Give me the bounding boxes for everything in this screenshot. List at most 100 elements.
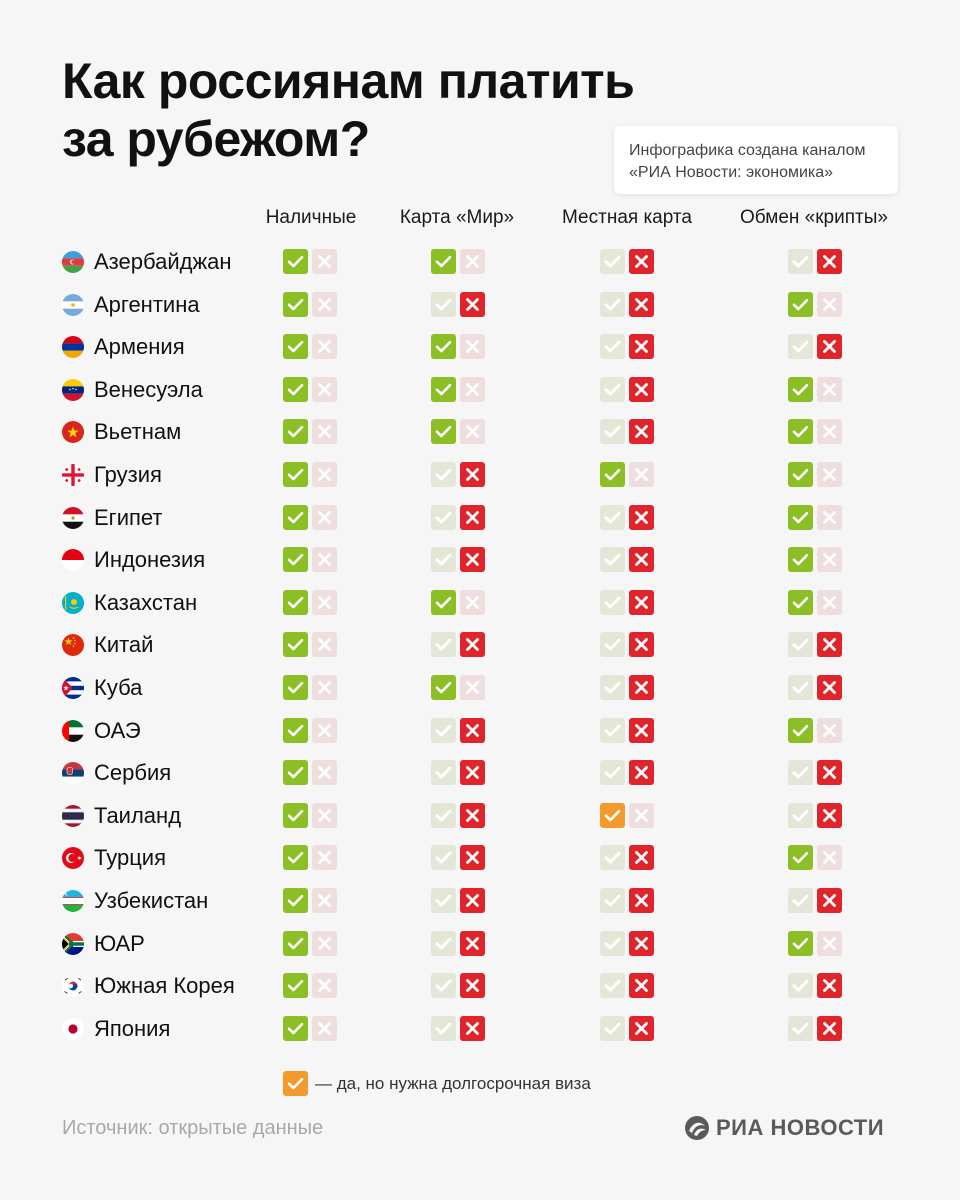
table-row: Турция (0, 841, 960, 875)
check-icon (283, 462, 308, 487)
cell-mir-card (431, 973, 485, 999)
cell-mir-card (431, 845, 485, 871)
cross-icon-faded (312, 760, 337, 786)
check-icon (788, 547, 813, 573)
cross-icon-faded (312, 930, 337, 956)
argentina-flag (62, 293, 84, 316)
check-icon (283, 675, 308, 700)
check-icon-faded (600, 589, 625, 615)
check-icon (788, 376, 813, 402)
country-name: Армения (94, 334, 185, 360)
cross-icon (629, 376, 654, 402)
check-icon (788, 589, 813, 615)
cell-cash (283, 589, 337, 616)
credit-note: Инфографика создана каналом «РИА Новости… (614, 126, 898, 194)
check-icon-faded (600, 632, 625, 658)
uae-flag (62, 719, 84, 742)
cross-icon (460, 1015, 485, 1041)
cell-mir-card (431, 589, 485, 616)
check-icon-faded (788, 675, 813, 700)
country-name: Япония (94, 1015, 171, 1041)
cell-crypto (788, 632, 842, 658)
check-icon (283, 802, 308, 828)
cell-local-card (600, 547, 654, 573)
cross-icon (629, 589, 654, 615)
cell-crypto (788, 717, 842, 744)
check-icon (283, 973, 308, 999)
cross-icon (460, 291, 485, 317)
indonesia-flag (62, 549, 84, 572)
credit-line-1: Инфографика создана каналом (629, 142, 866, 159)
cell-cash (283, 888, 337, 914)
check-icon (788, 930, 813, 956)
country-name: Турция (94, 845, 166, 871)
cross-icon-faded (312, 802, 337, 828)
cell-mir-card (431, 717, 485, 744)
cell-mir-card (431, 675, 485, 701)
country-name: Таиланд (94, 802, 182, 828)
table-row: Армения (0, 330, 960, 364)
country-name: Куба (94, 675, 143, 700)
cross-icon-faded (312, 632, 337, 658)
check-icon (283, 888, 308, 913)
cross-icon (629, 291, 654, 317)
check-icon-faded (788, 1015, 813, 1041)
country-name: ОАЭ (94, 717, 141, 743)
venezuela-flag (62, 378, 84, 401)
cross-icon-faded (817, 419, 842, 445)
country-name: Казахстан (94, 589, 198, 615)
cell-mir-card (431, 334, 485, 360)
cell-local-card (600, 717, 654, 744)
kazakhstan-flag (62, 591, 84, 614)
check-icon (788, 845, 813, 871)
cell-cash (283, 419, 337, 445)
check-icon (431, 376, 456, 402)
cross-icon-faded (312, 845, 337, 871)
check-icon (788, 717, 813, 743)
check-icon-faded (431, 845, 456, 871)
cross-icon (629, 675, 654, 700)
cross-icon-faded (460, 334, 485, 360)
check-icon (431, 589, 456, 615)
cell-mir-card (431, 888, 485, 914)
table-row: Венесуэла (0, 373, 960, 407)
cross-icon-faded (629, 802, 654, 828)
south-korea-flag (62, 975, 84, 998)
cross-icon-faded (312, 504, 337, 530)
cell-crypto (788, 589, 842, 616)
cell-crypto (788, 930, 842, 957)
cell-local-card (600, 930, 654, 957)
cell-cash (283, 717, 337, 744)
cross-icon (817, 334, 842, 360)
cross-icon (629, 419, 654, 445)
cross-icon-faded (312, 547, 337, 573)
check-icon-faded (600, 249, 625, 274)
check-icon-faded (431, 1015, 456, 1041)
cross-icon (460, 930, 485, 956)
column-header-mir-card: Карта «Мир» (399, 207, 515, 228)
armenia-flag (62, 336, 84, 359)
cross-icon-faded (312, 717, 337, 743)
check-icon-faded (600, 760, 625, 786)
country-name: Китай (94, 632, 154, 658)
cell-cash (283, 760, 337, 786)
cell-local-card (600, 504, 654, 531)
cell-crypto (788, 973, 842, 999)
check-icon-faded (788, 888, 813, 913)
cross-icon-faded (817, 845, 842, 871)
table-row: Индонезия (0, 543, 960, 577)
cross-icon-faded (817, 547, 842, 573)
check-icon-faded (600, 888, 625, 913)
orange-check-icon (600, 802, 625, 828)
table-row: Южная Корея (0, 969, 960, 1003)
check-icon (788, 419, 813, 445)
cell-local-card (600, 802, 654, 829)
check-icon-faded (431, 717, 456, 743)
cell-cash (283, 249, 337, 275)
country-name: ЮАР (94, 930, 145, 956)
country-name: Азербайджан (94, 249, 232, 274)
title-line-1: Как россиянам платить (62, 53, 635, 109)
table-row: Япония (0, 1012, 960, 1046)
cross-icon-faded (312, 1015, 337, 1041)
cross-icon (460, 547, 485, 573)
